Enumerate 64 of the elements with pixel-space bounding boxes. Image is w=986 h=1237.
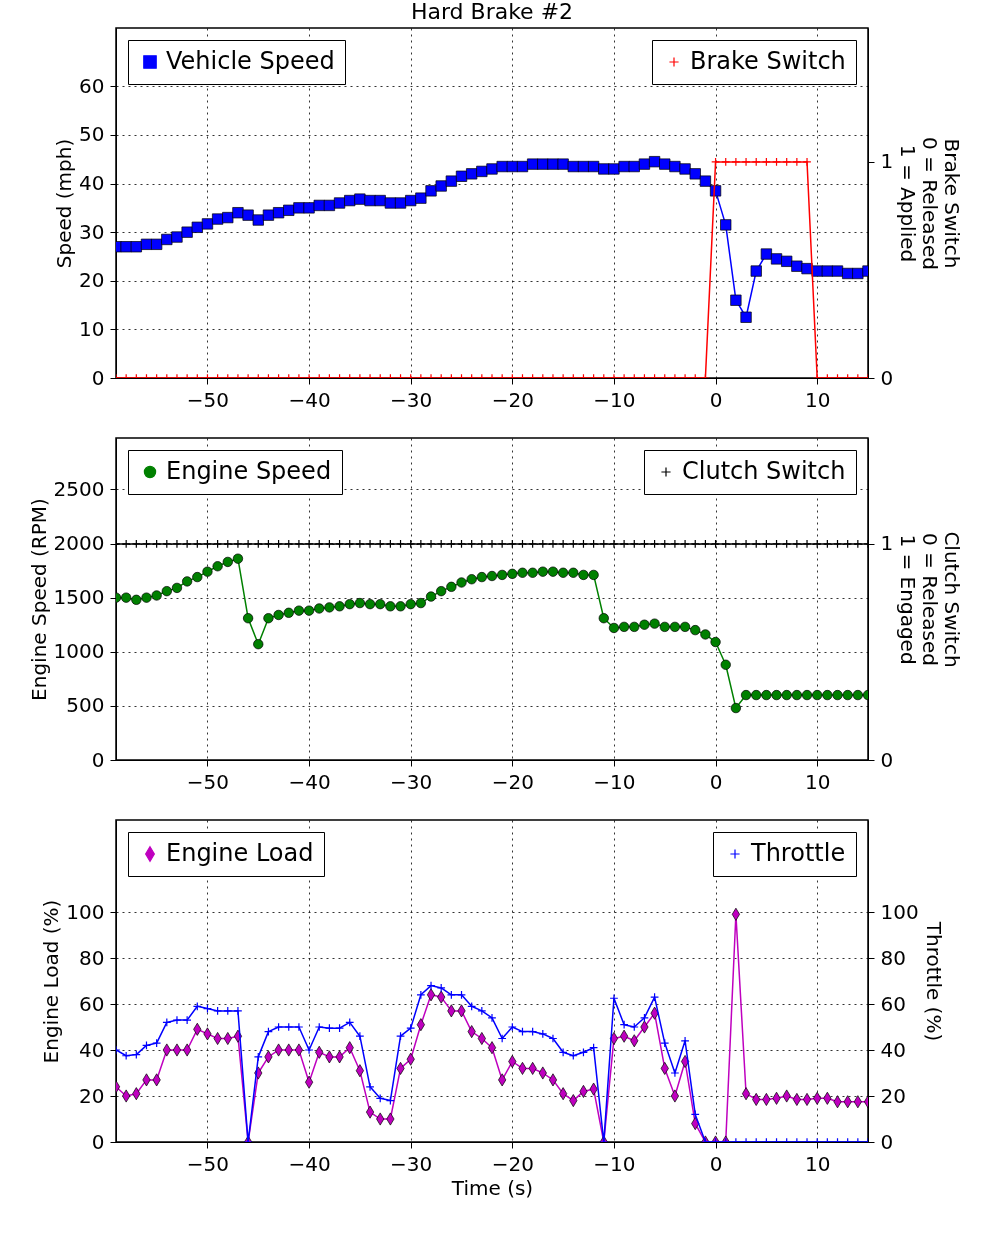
y-tick-label: 1000 [53, 639, 105, 664]
y-axis-title: Engine Load (%) [39, 899, 64, 1064]
y2-tick-label: 60 [880, 991, 906, 1016]
legend-label: Brake Switch [690, 47, 846, 75]
y-axis-title: Engine Speed (RPM) [26, 498, 51, 701]
y-tick-label: 80 [79, 945, 105, 970]
y-tick-label: 60 [79, 991, 105, 1016]
y-axis-title: Speed (mph) [52, 138, 77, 269]
y-tick-label: 40 [79, 171, 105, 196]
y2-tick-label: 0 [880, 747, 894, 772]
x-tick-label: −40 [288, 769, 331, 794]
x-tick-label: 0 [709, 1151, 723, 1176]
y-tick-label: 40 [79, 1037, 105, 1062]
y-tick-label: 50 [79, 122, 105, 147]
y2-tick-label: 80 [880, 945, 906, 970]
x-tick-label: −40 [288, 1151, 331, 1176]
y-tick-label: 2500 [53, 476, 105, 501]
y-tick-label: 0 [91, 747, 105, 772]
x-tick-label: 10 [804, 1151, 831, 1176]
y-tick-label: 30 [79, 219, 105, 244]
x-tick-label: −20 [491, 1151, 534, 1176]
x-tick-label: −20 [491, 769, 534, 794]
x-tick-label: −10 [593, 1151, 636, 1176]
y-tick-label: 100 [66, 899, 105, 924]
x-tick-label: 0 [709, 387, 723, 412]
y2-axis-title: Throttle (%) [921, 920, 946, 1042]
y-tick-label: 2000 [53, 531, 105, 556]
legend-label: Engine Speed [166, 457, 332, 485]
y-tick-label: 20 [79, 268, 105, 293]
x-tick-label: −50 [186, 769, 230, 794]
x-tick-label: −30 [390, 1151, 433, 1176]
x-tick-label: −30 [390, 387, 433, 412]
y-tick-label: 20 [79, 1083, 105, 1108]
x-tick-label: −30 [390, 769, 433, 794]
y-tick-label: 60 [79, 73, 105, 98]
y-tick-label: 10 [79, 316, 105, 341]
x-tick-label: −50 [186, 387, 230, 412]
y2-tick-label: 20 [880, 1083, 906, 1108]
x-tick-label: 0 [709, 769, 723, 794]
y2-axis-title: Clutch Switch 0 = Released 1 = Engaged [896, 531, 965, 668]
y2-tick-label: 0 [880, 365, 894, 390]
chart-title: Hard Brake #2 [410, 0, 574, 24]
x-tick-label: 10 [804, 769, 831, 794]
x-tick-label: −10 [593, 769, 636, 794]
y2-tick-label: 1 [880, 531, 894, 556]
y-tick-label: 0 [91, 365, 105, 390]
x-tick-label: −20 [491, 387, 534, 412]
legend-label: Throttle [750, 839, 846, 867]
y2-tick-label: 40 [880, 1037, 906, 1062]
legend-label: Engine Load [166, 839, 314, 867]
x-tick-label: −50 [186, 1151, 230, 1176]
y-tick-label: 1500 [53, 585, 105, 610]
y-tick-label: 500 [66, 693, 105, 718]
y2-axis-title: Brake Switch 0 = Released 1 = Applied [896, 136, 965, 271]
y2-tick-label: 1 [880, 149, 894, 174]
x-tick-label: −10 [593, 387, 636, 412]
legend-label: Clutch Switch [682, 457, 846, 485]
x-tick-label: 10 [804, 387, 831, 412]
legend-label: Vehicle Speed [166, 47, 335, 75]
x-axis-title: Time (s) [450, 1175, 534, 1200]
y2-tick-label: 100 [880, 899, 919, 924]
y2-tick-label: 0 [880, 1129, 894, 1154]
x-tick-label: −40 [288, 387, 331, 412]
y-tick-label: 0 [91, 1129, 105, 1154]
